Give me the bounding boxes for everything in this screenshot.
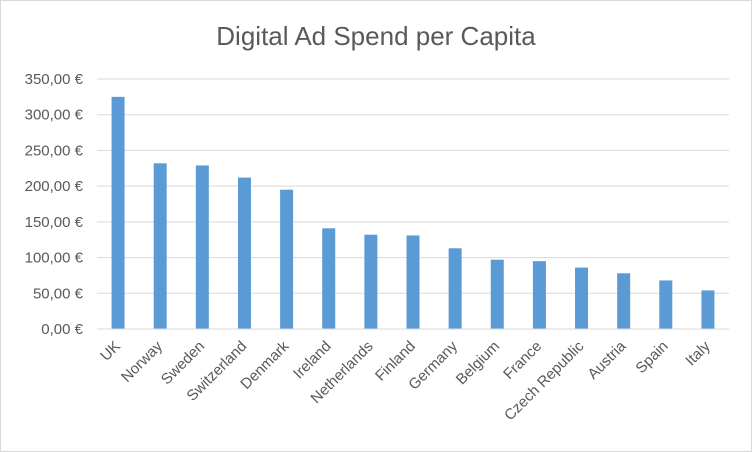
y-tick-label: 100,00 € [25,250,84,267]
bar-ireland [322,228,336,329]
bar-uk [111,96,125,329]
bar-spain [659,280,673,329]
y-tick-label: 150,00 € [25,214,84,231]
bar-france [532,261,546,329]
x-category-label: Austria [584,337,629,382]
y-tick-label: 0,00 € [41,321,83,338]
bar-austria [617,273,631,329]
bar-norway [153,163,167,329]
bar-belgium [490,259,504,329]
x-category-label: Italy [682,337,714,369]
x-axis-category-labels: UKNorwaySwedenSwitzerlandDenmarkIrelandN… [97,337,714,424]
bar-germany [448,248,462,329]
bar-sweden [195,165,209,329]
x-category-label: Spain [632,338,671,377]
y-tick-label: 350,00 € [25,71,84,88]
y-tick-label: 300,00 € [25,107,84,124]
bar-italy [701,290,715,329]
x-category-label: Belgium [453,338,503,388]
x-category-label: UK [97,338,124,365]
bar-netherlands [364,234,378,329]
y-axis-tick-labels: 0,00 € 50,00 € 100,00 € 150,00 € 200,00 € 250… [25,71,84,338]
chart-title: Digital Ad Spend per Capita [216,21,536,51]
y-tick-label: 250,00 € [25,142,84,159]
bar-switzerland [237,177,251,329]
bar-finland [406,235,420,329]
bar-czech-republic [575,267,589,329]
bar-denmark [280,189,294,329]
y-tick-label: 50,00 € [33,285,84,302]
bars [111,96,715,329]
y-tick-label: 200,00 € [25,178,84,195]
